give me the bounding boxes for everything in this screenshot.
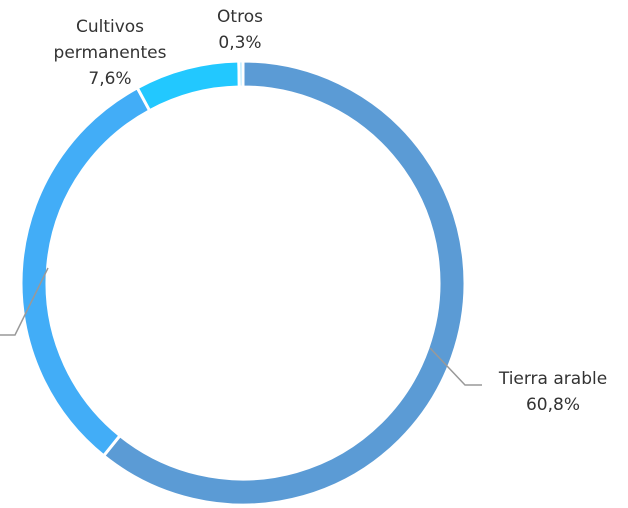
slice-label: Tierra arable 60,8%: [478, 366, 628, 418]
leader-line: [429, 347, 482, 386]
value-label: 0,3%: [218, 33, 262, 53]
category-name: Tierra arable: [498, 369, 608, 389]
slice-label: Cultivos permanentes 7,6%: [40, 14, 180, 92]
donut-segment: [101, 59, 467, 507]
donut-segment: [237, 59, 245, 89]
value-label: 7,6%: [88, 69, 132, 89]
leader-line: [0, 267, 49, 336]
category-name: Otros: [217, 7, 263, 27]
value-label: 60,8%: [525, 395, 580, 415]
donut-segment: [19, 85, 152, 458]
category-name: Cultivos permanentes: [53, 17, 167, 63]
slice-label: Otros 0,3%: [190, 4, 290, 56]
